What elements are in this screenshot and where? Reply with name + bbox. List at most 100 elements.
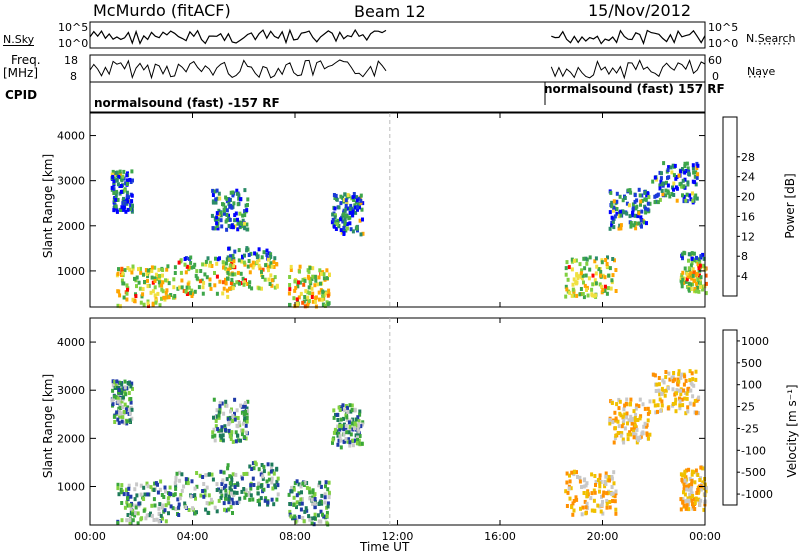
power-cell bbox=[313, 274, 317, 279]
power-cell bbox=[118, 172, 122, 176]
velocity-cell bbox=[213, 433, 217, 438]
velocity-cell bbox=[190, 479, 194, 484]
velocity-cell bbox=[305, 485, 309, 490]
velocity-cell bbox=[153, 503, 157, 508]
velocity-cell bbox=[359, 424, 363, 429]
nave-dots: ···· bbox=[748, 70, 768, 84]
velocity-cell bbox=[126, 492, 130, 496]
power-cell bbox=[247, 259, 251, 263]
velocity-cell bbox=[694, 369, 698, 374]
power-cell bbox=[343, 220, 347, 225]
power-cell bbox=[232, 259, 236, 264]
power-cell bbox=[625, 201, 629, 206]
velocity-cell bbox=[658, 392, 662, 397]
power-cell bbox=[359, 198, 363, 203]
velocity-cell bbox=[573, 469, 576, 474]
velocity-cell bbox=[288, 502, 292, 506]
power-cell bbox=[230, 224, 234, 229]
power-cell bbox=[327, 288, 331, 293]
velocity-cell bbox=[356, 427, 360, 432]
power-cell bbox=[249, 251, 253, 256]
velocity-cell bbox=[126, 496, 129, 501]
power-cell bbox=[335, 222, 339, 227]
power-cell bbox=[662, 161, 666, 166]
power-cell bbox=[144, 268, 148, 272]
power-cell bbox=[326, 302, 330, 307]
velocity-cell bbox=[232, 493, 235, 497]
velocity-cell bbox=[249, 483, 253, 488]
velocity-colorbar-tick-label: -1000 bbox=[741, 488, 773, 501]
velocity-cell bbox=[629, 397, 633, 402]
velocity-cell bbox=[337, 405, 341, 410]
velocity-cell bbox=[604, 482, 608, 486]
power-cell bbox=[607, 273, 611, 278]
power-cell bbox=[250, 286, 254, 291]
station-title: McMurdo (fitACF) bbox=[93, 1, 231, 20]
velocity-cell bbox=[585, 490, 589, 495]
velocity-cell bbox=[326, 487, 330, 492]
velocity-cell bbox=[236, 482, 240, 487]
velocity-cell bbox=[603, 484, 607, 489]
power-cell bbox=[597, 267, 601, 272]
power-cell bbox=[345, 200, 349, 205]
velocity-cell bbox=[183, 501, 187, 506]
velocity-cell bbox=[256, 491, 260, 496]
velocity-cell bbox=[565, 504, 569, 508]
power-cell bbox=[704, 291, 708, 296]
velocity-cell bbox=[171, 506, 175, 511]
velocity-cell bbox=[574, 495, 578, 500]
power-cell bbox=[630, 213, 634, 218]
velocity-cell bbox=[231, 414, 235, 419]
velocity-cell bbox=[632, 435, 636, 440]
velocity-cell bbox=[193, 486, 197, 491]
velocity-cell bbox=[275, 467, 279, 472]
power-cell bbox=[635, 204, 639, 209]
velocity-cell bbox=[635, 436, 639, 441]
velocity-cell bbox=[220, 401, 224, 406]
velocity-cell bbox=[115, 395, 118, 400]
x-tick-label: 12:00 bbox=[382, 530, 414, 543]
power-cell bbox=[157, 267, 161, 272]
power-cell bbox=[125, 297, 129, 302]
velocity-cell bbox=[332, 415, 336, 420]
power-cell bbox=[209, 286, 213, 291]
velocity-cell bbox=[337, 438, 341, 443]
velocity-cell bbox=[206, 510, 210, 515]
power-cell bbox=[123, 268, 127, 273]
power-cell bbox=[150, 269, 154, 273]
power-cell bbox=[119, 184, 123, 188]
velocity-cell bbox=[685, 468, 688, 473]
power-cell bbox=[681, 193, 684, 198]
power-cell bbox=[303, 295, 307, 299]
power-cell bbox=[161, 280, 165, 285]
power-cell bbox=[633, 221, 637, 226]
velocity-cell bbox=[203, 488, 207, 493]
power-cell bbox=[208, 263, 212, 268]
velocity-cell bbox=[569, 486, 573, 491]
velocity-cell bbox=[270, 467, 273, 471]
power-cell bbox=[221, 280, 225, 285]
velocity-cell bbox=[116, 482, 120, 487]
velocity-cell bbox=[288, 509, 292, 514]
power-cell bbox=[628, 188, 632, 193]
power-cell bbox=[215, 224, 219, 228]
velocity-cell bbox=[117, 492, 121, 497]
power-cell bbox=[210, 213, 214, 218]
power-cell bbox=[258, 266, 262, 271]
power-cell bbox=[612, 208, 615, 213]
velocity-cell bbox=[270, 480, 274, 485]
velocity-cell bbox=[297, 482, 301, 487]
power-cell bbox=[193, 289, 197, 294]
velocity-cell bbox=[584, 505, 588, 510]
power-cell bbox=[237, 196, 241, 201]
velocity-cell bbox=[684, 411, 688, 416]
velocity-cell bbox=[167, 501, 171, 506]
power-cell bbox=[664, 188, 668, 193]
power-cell bbox=[310, 286, 314, 291]
velocity-cell bbox=[215, 488, 219, 492]
power-cell bbox=[640, 198, 644, 203]
power-cell bbox=[255, 259, 259, 264]
power-cell bbox=[229, 254, 233, 259]
power-cell bbox=[343, 208, 347, 213]
